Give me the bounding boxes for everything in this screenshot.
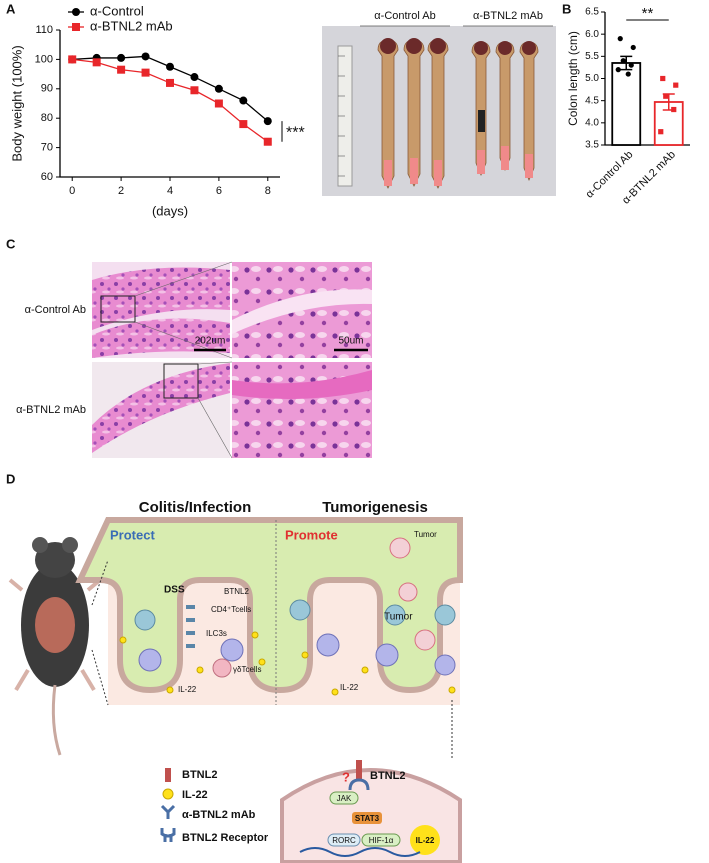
data-point <box>673 82 679 88</box>
signaling-inset <box>280 760 462 863</box>
diagram-text: IL-22 <box>340 683 359 692</box>
data-point <box>620 58 626 64</box>
panel-label: B <box>562 1 571 16</box>
inset-text: IL-22 <box>416 836 435 845</box>
diagram-text: BTNL2 <box>224 587 249 596</box>
y-axis-label: Body weight (100%) <box>9 45 24 161</box>
x-tick-label: 8 <box>265 185 271 197</box>
marker <box>190 86 199 95</box>
y-tick-label: 110 <box>35 24 53 36</box>
legend-text: α-BTNL2 mAb <box>182 809 256 821</box>
photo-label: α-BTNL2 mAb <box>473 10 543 22</box>
x-axis-label: (days) <box>152 203 188 218</box>
diagram-text: DSS <box>164 585 185 596</box>
marker <box>263 137 272 146</box>
y-tick-label: 3.5 <box>585 140 599 151</box>
scale-bar-label: 50um <box>338 336 363 347</box>
inset-text: ? <box>342 769 350 784</box>
data-point <box>660 75 666 82</box>
y-tick-label: 5.0 <box>585 73 599 84</box>
diagram-header: Colitis/Infection <box>139 499 252 516</box>
error-bar <box>620 55 633 71</box>
mouse <box>8 537 102 756</box>
legend-text: BTNL2 <box>182 769 217 781</box>
panel-label: D <box>6 471 15 486</box>
row-label: α-Control Ab <box>25 304 86 316</box>
marker <box>239 120 248 129</box>
annotation: *** <box>286 125 305 142</box>
photo-label: α-Control Ab <box>374 10 435 22</box>
panel-label: C <box>6 236 16 251</box>
inset-text: RORC <box>332 836 356 845</box>
diagram-text: IL-22 <box>178 685 197 694</box>
effect-label: Promote <box>285 527 338 542</box>
y-tick-label: 6.0 <box>585 29 599 40</box>
legend-text: α-BTNL2 mAb <box>90 18 173 33</box>
diagram-legend-icons <box>160 768 176 842</box>
marker <box>166 62 174 71</box>
y-tick-label: 80 <box>41 112 53 124</box>
y-tick-label: 4.5 <box>585 95 599 106</box>
inset-text: STAT3 <box>355 814 380 823</box>
data-point <box>671 106 677 113</box>
legend-marker <box>72 23 80 31</box>
scale-bar-label: 202um <box>195 336 226 347</box>
x-tick-label: 4 <box>167 185 173 197</box>
inset-text: JAK <box>337 794 352 803</box>
data-point <box>625 71 631 77</box>
legend-text: BTNL2 Receptor <box>182 832 269 844</box>
row-label: α-BTNL2 mAb <box>16 404 86 416</box>
y-tick-label: 4.0 <box>585 117 599 128</box>
diagram-text: Tumor <box>414 530 437 539</box>
marker <box>263 117 272 126</box>
legend-text: IL-22 <box>182 789 208 801</box>
marker <box>166 78 174 87</box>
panel-label: A <box>6 1 16 16</box>
inset-text: BTNL2 <box>370 770 405 782</box>
histology-images <box>92 261 372 459</box>
data-point <box>617 36 623 42</box>
data-point <box>628 62 634 68</box>
diagram-text: CD4⁺Tcells <box>211 605 251 614</box>
marker <box>92 58 101 67</box>
y-tick-label: 100 <box>35 53 53 65</box>
diagram-text: Tumor <box>384 612 413 623</box>
gut-diagram <box>75 517 463 760</box>
x-tick-label: 0 <box>69 185 75 197</box>
marker <box>68 55 77 64</box>
diagram-header: Tumorigenesis <box>322 499 428 516</box>
marker <box>214 84 223 93</box>
series-line <box>72 58 269 143</box>
legend-marker <box>72 8 80 16</box>
annotation: ** <box>642 5 654 22</box>
data-point <box>663 93 669 99</box>
marker <box>190 73 199 82</box>
diagram-text: ILC3s <box>206 629 227 638</box>
inset-text: HIF-1α <box>369 836 394 845</box>
marker <box>214 99 223 108</box>
effect-label: Protect <box>110 527 155 542</box>
marker <box>141 52 150 61</box>
legend-text: α-Control <box>90 3 144 18</box>
marker <box>117 65 126 74</box>
x-tick-label: 6 <box>216 185 222 197</box>
y-tick-label: 90 <box>41 83 53 95</box>
y-tick-label: 60 <box>41 171 53 183</box>
y-tick-label: 6.5 <box>585 7 599 18</box>
marker <box>141 68 150 77</box>
marker <box>239 96 248 105</box>
y-tick-label: 5.5 <box>585 51 599 62</box>
data-point <box>658 129 664 135</box>
y-tick-label: 70 <box>41 142 53 154</box>
y-axis-label: Colon length (cm) <box>566 31 580 126</box>
data-point <box>615 67 621 73</box>
colon-photo <box>322 25 556 196</box>
data-point <box>630 44 636 51</box>
marker <box>117 53 126 62</box>
x-tick-label: 2 <box>118 185 124 197</box>
diagram-text: γδTcells <box>233 665 261 674</box>
